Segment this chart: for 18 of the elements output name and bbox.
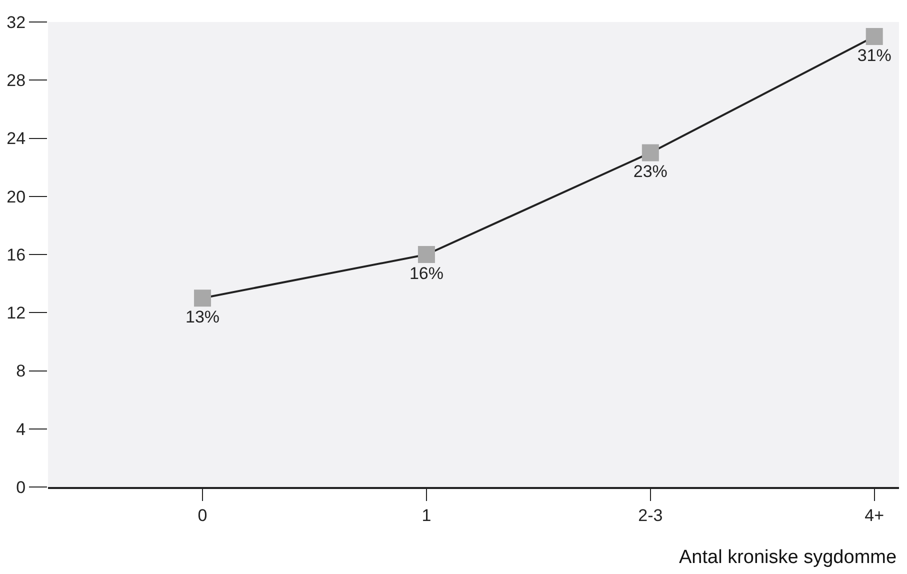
y-tick-label: 12 (6, 304, 26, 323)
y-tick-label: 28 (6, 71, 26, 90)
y-tick-label: 16 (6, 245, 26, 264)
data-label: 13% (186, 307, 220, 326)
data-label: 31% (857, 46, 892, 65)
x-tick-label: 2-3 (638, 506, 663, 526)
y-tick-label: 32 (6, 12, 26, 32)
y-tick-label: 24 (6, 129, 26, 148)
y-tick-label: 0 (16, 478, 26, 497)
y-tick-label: 20 (6, 187, 26, 206)
y-tick-label: 4 (16, 420, 26, 439)
y-tick-label: 8 (16, 362, 26, 381)
x-axis-title: Antal kroniske sygdomme (679, 547, 897, 568)
x-tick-label: 4+ (864, 506, 884, 526)
x-tick-label: 1 (422, 506, 432, 526)
data-label: 16% (409, 264, 444, 283)
x-tick-label: 0 (198, 506, 208, 526)
data-label: 23% (633, 162, 668, 182)
